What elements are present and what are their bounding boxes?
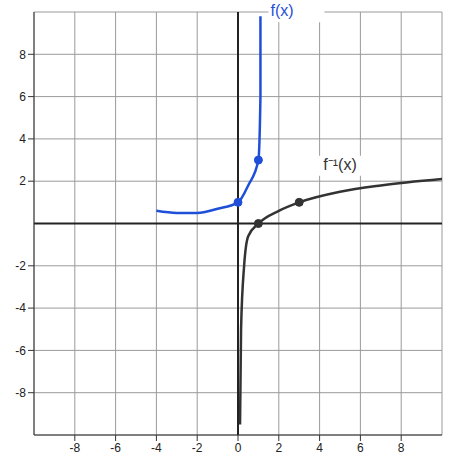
svg-text:8: 8 [19, 48, 26, 62]
svg-text:6: 6 [19, 90, 26, 104]
svg-text:4: 4 [19, 132, 26, 146]
svg-text:6: 6 [357, 441, 364, 455]
svg-text:f⁻¹(x): f⁻¹(x) [323, 156, 356, 173]
svg-text:-6: -6 [15, 344, 26, 358]
svg-text:4: 4 [316, 441, 323, 455]
svg-text:f(x): f(x) [270, 2, 293, 19]
svg-text:0: 0 [235, 441, 242, 455]
svg-text:-6: -6 [110, 441, 121, 455]
svg-text:2: 2 [275, 441, 282, 455]
svg-text:2: 2 [19, 174, 26, 188]
svg-text:-8: -8 [15, 386, 26, 400]
svg-text:-8: -8 [69, 441, 80, 455]
svg-text:-2: -2 [15, 259, 26, 273]
svg-text:-4: -4 [15, 301, 26, 315]
svg-text:8: 8 [398, 441, 405, 455]
svg-text:-2: -2 [192, 441, 203, 455]
svg-text:-4: -4 [151, 441, 162, 455]
